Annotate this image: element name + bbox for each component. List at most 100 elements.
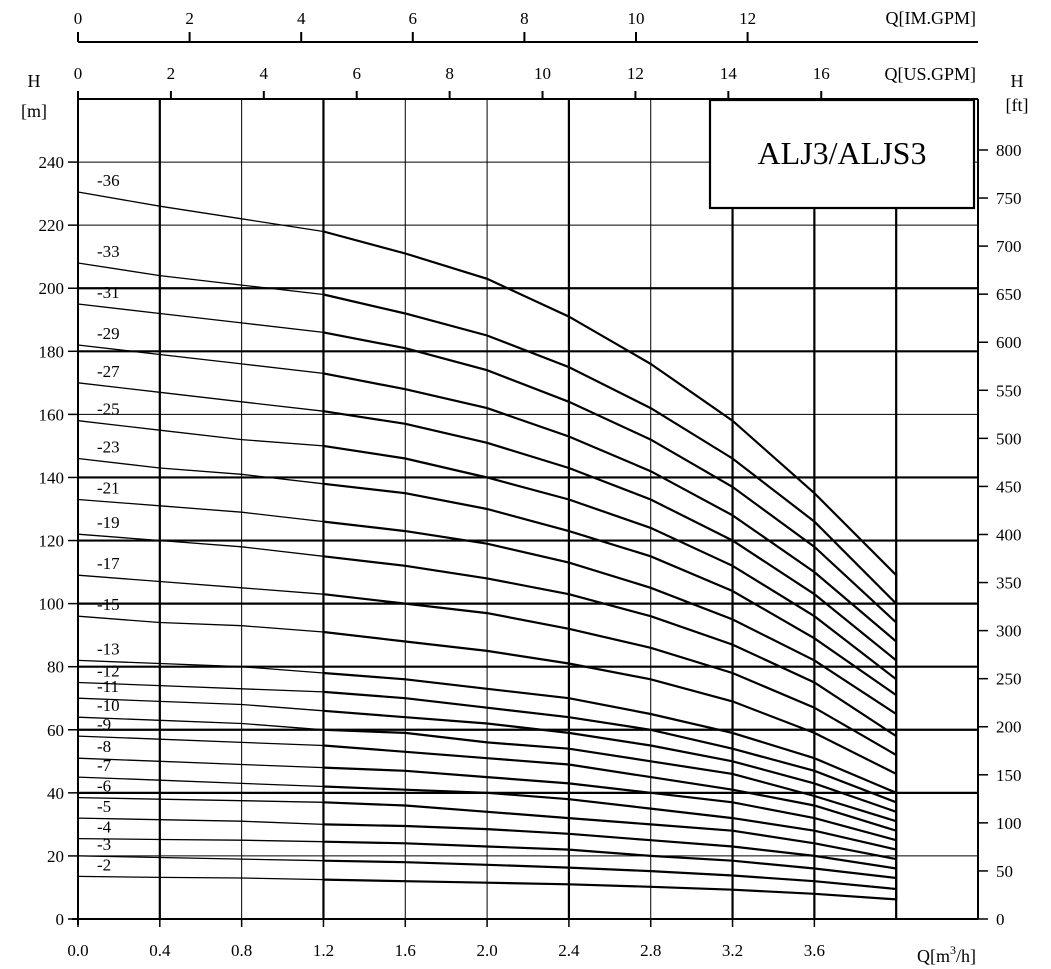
curve-label: -2 <box>97 855 111 874</box>
axes: 0.0 0.4 0.8 1.2 1.6 2.0 2.4 2.8 3.2 3.60204060801… <box>39 9 1022 960</box>
curve-label: -3 <box>97 835 111 854</box>
x-tick-label: 3.6 <box>804 941 825 960</box>
curve-label: -6 <box>97 777 111 796</box>
curve-operating-range <box>323 766 897 842</box>
curve-label: -8 <box>97 737 111 756</box>
x-tick-label: 2.4 <box>558 941 580 960</box>
y-right-tick-label: 800 <box>996 141 1022 160</box>
chart-title: ALJ3/ALJS3 <box>758 135 927 171</box>
curve-label: -21 <box>97 479 120 498</box>
top-im-tick-label: 10 <box>628 9 645 28</box>
x-axis-label-main: Q[m <box>917 946 950 966</box>
curve-operating-range <box>323 372 897 643</box>
curve-label: -12 <box>97 662 120 681</box>
x-axis-label-tail: /h] <box>956 946 976 966</box>
curve-label: -36 <box>97 171 120 190</box>
curve-label: -25 <box>97 400 120 419</box>
curve-label: -33 <box>97 242 120 261</box>
curve-operating-range <box>323 482 897 697</box>
y-right-tick-label: 450 <box>996 477 1022 496</box>
curve-label: -31 <box>97 283 120 302</box>
top-im-tick-label: 4 <box>297 9 306 28</box>
x-axis-label: Q[m3/h] <box>917 943 976 966</box>
curve-label: -23 <box>97 438 120 457</box>
curve-label: -7 <box>97 756 112 775</box>
y-right-axis-unit: [ft] <box>1006 95 1029 115</box>
curve-operating-range <box>323 709 897 813</box>
curve-operating-range <box>323 690 897 804</box>
curve-label: -15 <box>97 595 120 614</box>
curve-operating-range <box>323 840 897 880</box>
top-im-tick-label: 6 <box>409 9 418 28</box>
curve-operating-range <box>323 331 897 624</box>
curve-operating-range <box>323 555 897 738</box>
plot-frame <box>72 41 979 925</box>
top-us-tick-label: 14 <box>720 64 738 83</box>
curve-operating-range <box>323 671 897 794</box>
curve-operating-range <box>323 878 897 901</box>
y-right-tick-label: 200 <box>996 718 1022 737</box>
curve-operating-range <box>323 823 897 870</box>
y-left-tick-label: 240 <box>39 153 65 172</box>
top-us-tick-label: 2 <box>167 64 176 83</box>
curve-operating-range <box>323 859 897 891</box>
y-left-tick-label: 80 <box>47 658 64 677</box>
y-right-tick-label: 400 <box>996 525 1022 544</box>
title-box: ALJ3/ALJS3 <box>708 98 976 210</box>
y-left-axis-label: H <box>28 71 41 91</box>
y-right-tick-label: 550 <box>996 381 1022 400</box>
curve-label: -17 <box>97 554 120 573</box>
top-im-tick-label: 0 <box>74 9 83 28</box>
y-right-tick-label: 500 <box>996 429 1022 448</box>
curve-label: -10 <box>97 696 120 715</box>
y-left-tick-label: 60 <box>47 721 64 740</box>
curve-label: -13 <box>97 639 120 658</box>
y-right-tick-label: 100 <box>996 814 1022 833</box>
y-right-tick-label: 350 <box>996 574 1022 593</box>
x-axis-label-sup: 3 <box>950 943 956 957</box>
curve-operating-range <box>323 744 897 832</box>
top-us-tick-label: 0 <box>74 64 83 83</box>
y-left-tick-label: 160 <box>39 405 65 424</box>
x-tick-label: 1.6 <box>395 941 416 960</box>
y-right-tick-label: 750 <box>996 189 1022 208</box>
performance-curves: -36-33-31-29-27-25-23-21-19-17-15-13-12-… <box>77 171 898 901</box>
y-right-axis-label: H <box>1011 71 1024 91</box>
y-right-tick-label: 600 <box>996 333 1022 352</box>
x-tick-label: 3.2 <box>722 941 743 960</box>
curve-operating-range <box>323 728 897 823</box>
curve-operating-range <box>323 593 897 756</box>
y-left-tick-label: 200 <box>39 279 65 298</box>
x-tick-label: 2.0 <box>476 941 497 960</box>
y-left-tick-label: 140 <box>39 468 65 487</box>
curve-label: -11 <box>97 677 119 696</box>
title-box-frame <box>708 98 976 210</box>
top-us-tick-label: 8 <box>445 64 454 83</box>
curve-label: -9 <box>97 715 111 734</box>
y-right-tick-label: 700 <box>996 237 1022 256</box>
x-tick-label: 0.8 <box>231 941 252 960</box>
y-left-tick-label: 0 <box>56 910 65 929</box>
top-us-tick-label: 16 <box>813 64 830 83</box>
y-right-tick-label: 250 <box>996 670 1022 689</box>
x-tick-label: 1.2 <box>313 941 334 960</box>
curve-operating-range <box>323 785 897 851</box>
x-tick-label: 0.0 <box>67 941 88 960</box>
top-im-tick-label: 2 <box>185 9 194 28</box>
y-left-tick-label: 120 <box>39 532 65 551</box>
y-left-tick-label: 220 <box>39 216 65 235</box>
y-right-tick-label: 650 <box>996 285 1022 304</box>
y-left-tick-label: 20 <box>47 847 64 866</box>
y-left-axis-unit: [m] <box>21 101 47 121</box>
top-im-axis-label: Q[IM.GPM] <box>885 8 976 28</box>
x-tick-label: 2.8 <box>640 941 661 960</box>
y-left-tick-label: 100 <box>39 595 65 614</box>
y-left-tick-label: 40 <box>47 784 64 803</box>
y-right-tick-label: 0 <box>996 910 1005 929</box>
curve-operating-range <box>323 293 897 605</box>
curve-operating-range <box>323 630 897 775</box>
x-tick-label: 0.4 <box>149 941 171 960</box>
y-right-tick-label: 50 <box>996 862 1013 881</box>
top-us-tick-label: 12 <box>627 64 644 83</box>
top-im-tick-label: 12 <box>739 9 756 28</box>
